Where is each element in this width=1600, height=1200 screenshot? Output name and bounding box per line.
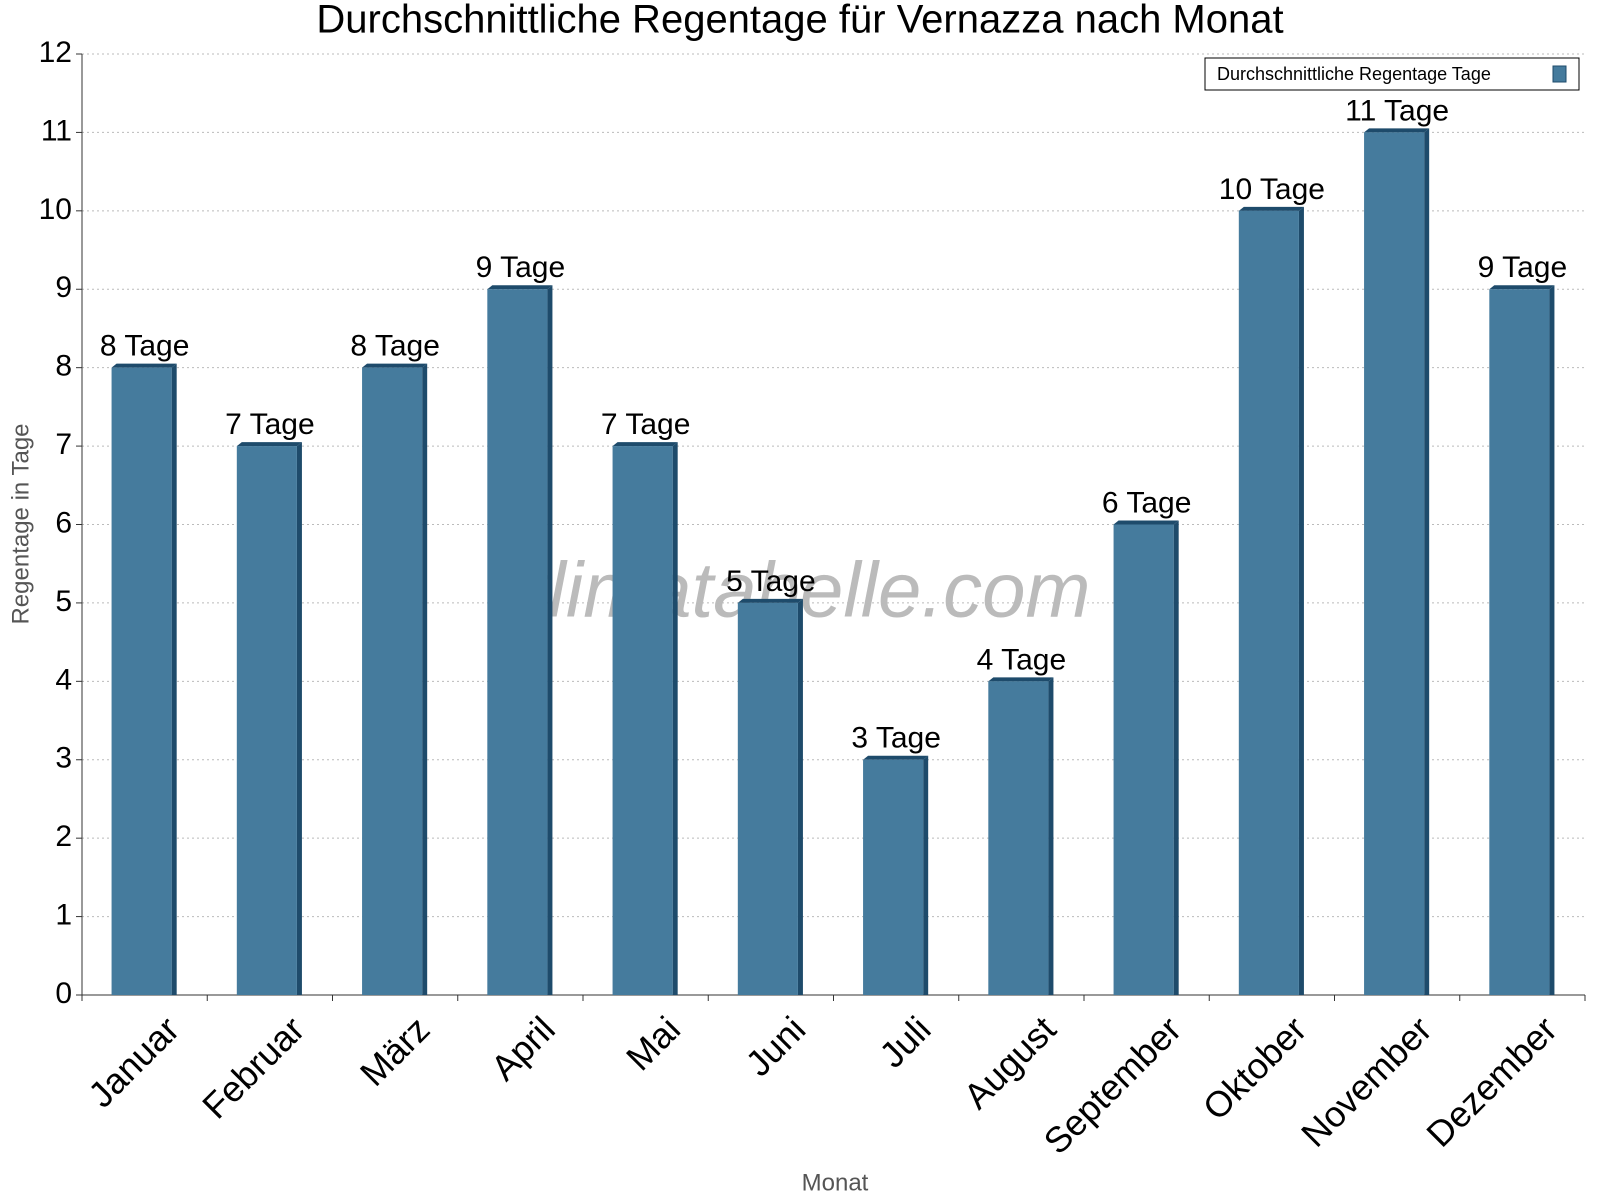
bar-top <box>863 755 929 760</box>
bar-top <box>1238 206 1304 211</box>
data-label: 4 Tage <box>977 643 1067 676</box>
bar-top <box>1113 520 1179 525</box>
bar-top <box>988 677 1054 682</box>
bar <box>988 681 1049 995</box>
y-tick-label: 2 <box>55 820 72 853</box>
y-tick-label: 8 <box>55 350 72 383</box>
x-tick-label: September <box>1035 1008 1189 1162</box>
x-tick-label: Dezember <box>1418 1008 1564 1154</box>
bar-shade <box>672 442 678 995</box>
bar-shade <box>1048 677 1054 995</box>
y-tick-label: 12 <box>39 36 72 69</box>
y-tick-label: 10 <box>39 193 72 226</box>
legend-swatch <box>1552 65 1567 83</box>
bar-top <box>236 442 302 447</box>
bar <box>863 759 924 995</box>
data-label: 5 Tage <box>726 565 816 598</box>
data-label: 7 Tage <box>225 408 315 441</box>
legend-label: Durchschnittliche Regentage Tage <box>1217 64 1491 84</box>
data-label: 10 Tage <box>1219 173 1325 206</box>
bar-shade <box>171 363 177 996</box>
bar <box>612 446 673 995</box>
y-tick-label: 11 <box>41 114 72 147</box>
bar-shade <box>797 598 803 995</box>
bar-shade <box>1173 520 1179 995</box>
bar <box>1364 132 1425 995</box>
data-label: 9 Tage <box>1478 251 1568 284</box>
x-tick-label: April <box>483 1008 563 1088</box>
bar-top <box>737 598 803 603</box>
bar <box>236 446 297 995</box>
bar <box>1238 210 1299 996</box>
bar-top <box>362 363 428 368</box>
x-tick-label: März <box>352 1008 438 1094</box>
bar-shade <box>1424 128 1430 995</box>
bar <box>487 289 548 995</box>
x-tick-label: Januar <box>80 1008 187 1115</box>
data-label: 9 Tage <box>476 251 566 284</box>
data-label: 3 Tage <box>851 722 941 755</box>
y-tick-label: 9 <box>55 271 72 304</box>
y-tick-label: 6 <box>55 506 72 539</box>
x-tick-label: Oktober <box>1195 1008 1315 1128</box>
legend-box <box>1204 57 1580 91</box>
bar-top <box>612 442 678 447</box>
y-axis-label: Regentage in Tage <box>7 423 34 624</box>
x-tick-label: Juli <box>871 1008 938 1075</box>
bar-shade <box>1549 285 1555 995</box>
bar <box>362 367 423 996</box>
y-tick-label: 3 <box>55 742 72 775</box>
x-tick-label: November <box>1293 1008 1439 1154</box>
x-tick-label: Februar <box>194 1008 312 1126</box>
bar-shade <box>296 442 302 995</box>
y-tick-label: 5 <box>55 585 72 618</box>
y-tick-label: 1 <box>55 899 72 932</box>
bar <box>737 602 798 995</box>
data-label: 6 Tage <box>1102 486 1192 519</box>
bar <box>1489 289 1550 995</box>
bar-shade <box>923 755 929 995</box>
bar-top <box>1364 128 1430 133</box>
data-label: 8 Tage <box>350 330 440 363</box>
x-tick-label: Juni <box>738 1008 814 1084</box>
bar-shade <box>547 285 553 995</box>
y-tick-label: 7 <box>55 428 72 461</box>
bar-top <box>487 285 553 290</box>
y-tick-label: 0 <box>55 977 72 1010</box>
bar-shade <box>1298 206 1304 996</box>
chart-title: Durchschnittliche Regentage für Vernazza… <box>316 0 1283 42</box>
x-tick-label: Mai <box>618 1008 688 1078</box>
bar-top <box>111 363 177 368</box>
data-label: 8 Tage <box>100 330 190 363</box>
bar-shade <box>422 363 428 996</box>
bar <box>1113 524 1174 995</box>
x-axis-label: Monat <box>802 1169 869 1196</box>
y-tick-label: 4 <box>55 663 72 696</box>
bar <box>111 367 172 996</box>
data-label: 7 Tage <box>601 408 691 441</box>
x-tick-label: August <box>956 1008 1064 1116</box>
bar-top <box>1489 285 1555 290</box>
data-label: 11 Tage <box>1345 94 1449 127</box>
